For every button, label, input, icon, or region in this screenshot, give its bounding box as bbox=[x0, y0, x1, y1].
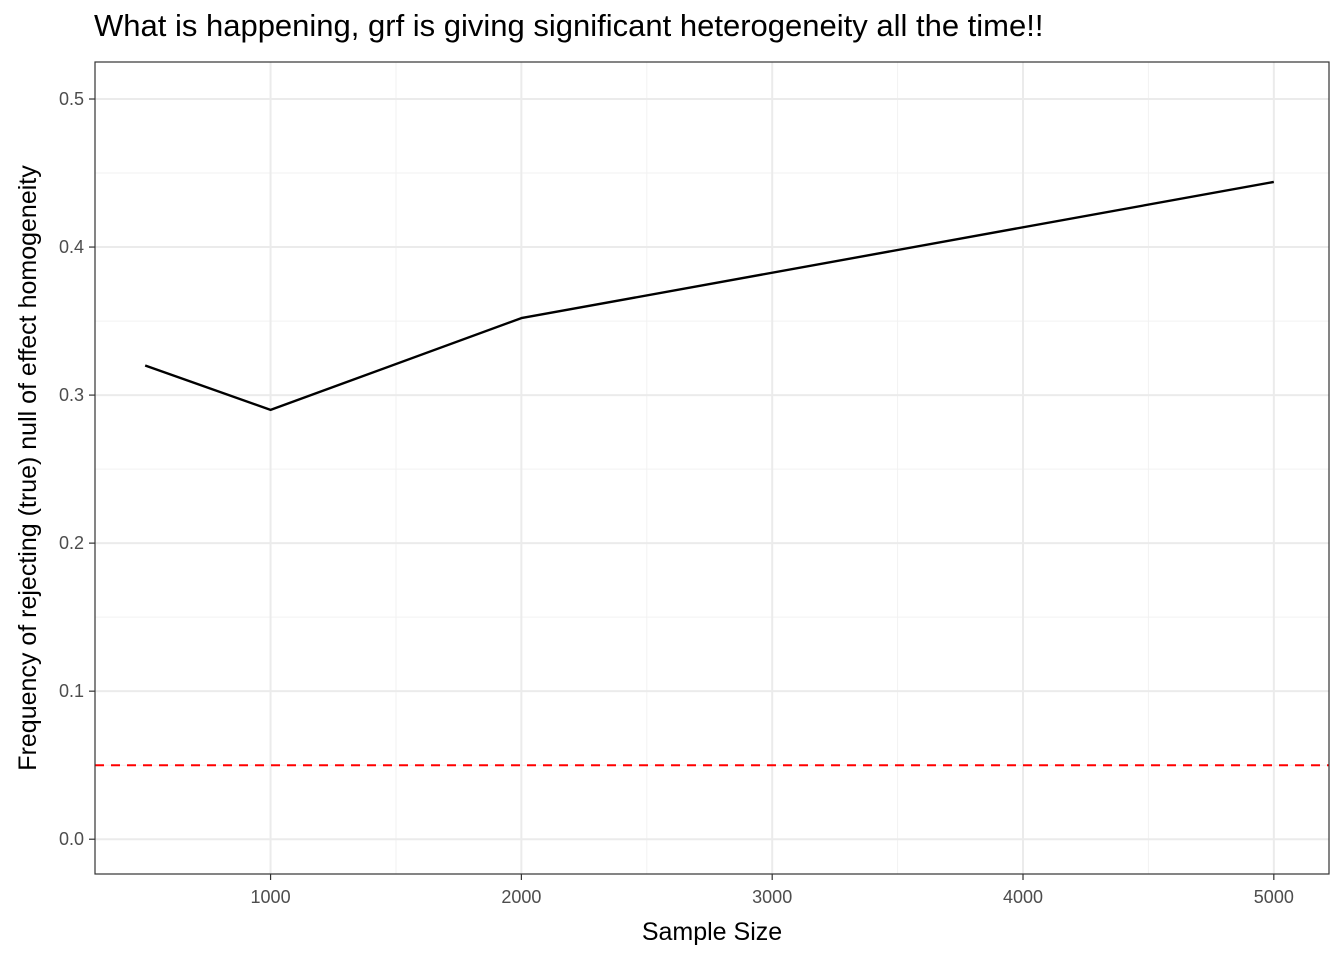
x-tick-label: 3000 bbox=[752, 887, 792, 907]
series-group bbox=[144, 180, 1275, 412]
y-tick-label: 0.5 bbox=[59, 89, 84, 109]
x-tick-label: 1000 bbox=[251, 887, 291, 907]
y-axis-title: Frequency of rejecting (true) null of ef… bbox=[14, 165, 42, 771]
y-tick-label: 0.4 bbox=[59, 237, 84, 257]
y-tick-label: 0.3 bbox=[59, 385, 84, 405]
plot-panel-border bbox=[94, 61, 1330, 875]
x-axis-ticks: 1000 2000 3000 4000 5000 bbox=[251, 874, 1294, 907]
x-tick-label: 2000 bbox=[501, 887, 541, 907]
y-tick-label: 0.2 bbox=[59, 533, 84, 553]
y-tick-label: 0.0 bbox=[59, 829, 84, 849]
x-tick-label: 4000 bbox=[1003, 887, 1043, 907]
y-tick-label: 0.1 bbox=[59, 681, 84, 701]
y-axis-ticks: 0.0 0.1 0.2 0.3 0.4 0.5 bbox=[59, 89, 95, 849]
x-axis-title: Sample Size bbox=[642, 918, 782, 946]
x-tick-label: 5000 bbox=[1254, 887, 1294, 907]
series-line bbox=[144, 180, 1275, 412]
chart-title: What is happening, grf is giving signifi… bbox=[94, 8, 1044, 43]
grid-lines bbox=[95, 62, 1329, 874]
